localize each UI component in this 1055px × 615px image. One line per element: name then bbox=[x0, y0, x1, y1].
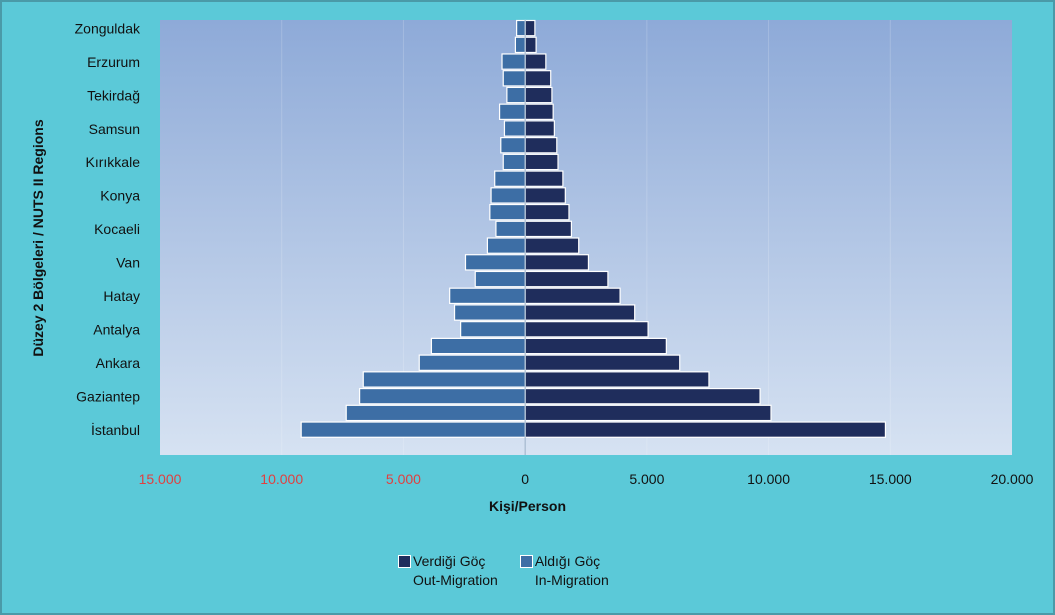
bar-out-14 bbox=[524, 254, 590, 271]
x-tick-label-2: 5.000 bbox=[386, 471, 421, 487]
bar-in-5 bbox=[498, 103, 526, 120]
bar-in-23 bbox=[345, 404, 526, 422]
bar-out-3 bbox=[524, 70, 552, 87]
category-label-4: Kırıkkale bbox=[86, 154, 141, 170]
category-label-10: Ankara bbox=[96, 355, 141, 371]
category-label-7: Van bbox=[116, 255, 140, 271]
bar-in-9 bbox=[494, 170, 526, 187]
bar-in-24 bbox=[300, 421, 526, 438]
bar-in-8 bbox=[502, 153, 526, 171]
bar-in-6 bbox=[503, 120, 526, 137]
bar-out-20 bbox=[524, 354, 681, 371]
legend: Verdiği Göç Out-Migration Aldığı Göç In-… bbox=[398, 552, 609, 590]
bar-in-22 bbox=[359, 387, 526, 405]
bar-in-18 bbox=[460, 321, 526, 338]
bar-out-17 bbox=[524, 304, 636, 321]
category-label-9: Antalya bbox=[93, 322, 140, 338]
x-tick-label-7: 20.000 bbox=[991, 471, 1034, 487]
category-label-6: Kocaeli bbox=[94, 221, 140, 237]
x-tick-label-1: 10.000 bbox=[260, 471, 303, 487]
legend-text-out: Verdiği Göç Out-Migration bbox=[413, 552, 498, 590]
category-label-2: Tekirdağ bbox=[87, 87, 140, 103]
bar-in-12 bbox=[495, 220, 526, 238]
legend-swatch-out bbox=[398, 555, 411, 568]
bar-in-21 bbox=[362, 371, 526, 388]
bar-out-16 bbox=[524, 287, 621, 305]
bar-out-13 bbox=[524, 237, 580, 254]
legend-item-out-migration: Verdiği Göç Out-Migration bbox=[398, 552, 498, 590]
legend-item-in-migration: Aldığı Göç In-Migration bbox=[519, 552, 609, 590]
legend-text-in: Aldığı Göç In-Migration bbox=[535, 552, 609, 590]
category-label-1: Erzurum bbox=[87, 54, 140, 70]
category-label-11: Gaziantep bbox=[76, 388, 140, 404]
bar-in-13 bbox=[486, 237, 526, 254]
category-label-8: Hatay bbox=[103, 288, 140, 304]
x-tick-label-3: 0 bbox=[521, 471, 529, 487]
bar-out-12 bbox=[524, 220, 572, 238]
bar-in-17 bbox=[453, 304, 526, 321]
bar-in-7 bbox=[500, 137, 526, 154]
x-tick-label-0: 15.000 bbox=[139, 471, 182, 487]
bar-in-15 bbox=[474, 270, 526, 288]
category-label-3: Samsun bbox=[89, 121, 140, 137]
bar-out-2 bbox=[524, 53, 547, 70]
bar-in-10 bbox=[490, 187, 526, 204]
bar-out-4 bbox=[524, 86, 553, 104]
legend-label-in-en: In-Migration bbox=[534, 572, 609, 588]
bar-out-18 bbox=[524, 321, 649, 338]
category-label-5: Konya bbox=[100, 188, 140, 204]
legend-swatch-in bbox=[519, 555, 533, 568]
bar-out-22 bbox=[524, 387, 761, 405]
bar-out-0 bbox=[524, 19, 536, 37]
legend-label-out-tr: Verdiği Göç bbox=[413, 553, 486, 569]
bar-in-0 bbox=[516, 19, 526, 37]
bar-in-14 bbox=[464, 254, 526, 271]
bar-out-7 bbox=[524, 137, 558, 154]
x-tick-label-4: 5.000 bbox=[629, 471, 664, 487]
bar-out-1 bbox=[524, 36, 537, 54]
category-label-0: Zonguldak bbox=[75, 20, 141, 36]
bar-in-2 bbox=[501, 53, 526, 70]
legend-label-in-tr: Aldığı Göç bbox=[534, 553, 601, 569]
bar-in-1 bbox=[514, 36, 526, 54]
bar-in-3 bbox=[502, 70, 526, 87]
bar-out-10 bbox=[524, 187, 566, 204]
bar-in-20 bbox=[418, 354, 526, 371]
bar-in-11 bbox=[489, 203, 526, 221]
x-axis-label: Kişi/Person bbox=[488, 498, 567, 514]
bar-out-15 bbox=[524, 270, 609, 288]
bar-out-6 bbox=[524, 120, 555, 137]
bar-out-5 bbox=[524, 103, 554, 120]
bar-out-9 bbox=[524, 170, 564, 187]
bar-out-21 bbox=[524, 371, 710, 388]
x-tick-label-5: 10.000 bbox=[747, 471, 790, 487]
bar-out-19 bbox=[524, 337, 667, 355]
category-label-12: İstanbul bbox=[91, 421, 140, 438]
bar-in-16 bbox=[449, 287, 526, 305]
bar-out-23 bbox=[524, 404, 772, 422]
bar-out-8 bbox=[524, 153, 559, 171]
x-tick-label-6: 15.000 bbox=[869, 471, 912, 487]
bar-out-24 bbox=[524, 421, 887, 438]
bar-out-11 bbox=[524, 203, 570, 221]
bar-in-19 bbox=[430, 337, 526, 355]
y-axis-label: Düzey 2 Bölgeleri / NUTS II Regions bbox=[30, 119, 46, 357]
legend-label-out-en: Out-Migration bbox=[413, 572, 498, 588]
bar-in-4 bbox=[506, 86, 526, 104]
